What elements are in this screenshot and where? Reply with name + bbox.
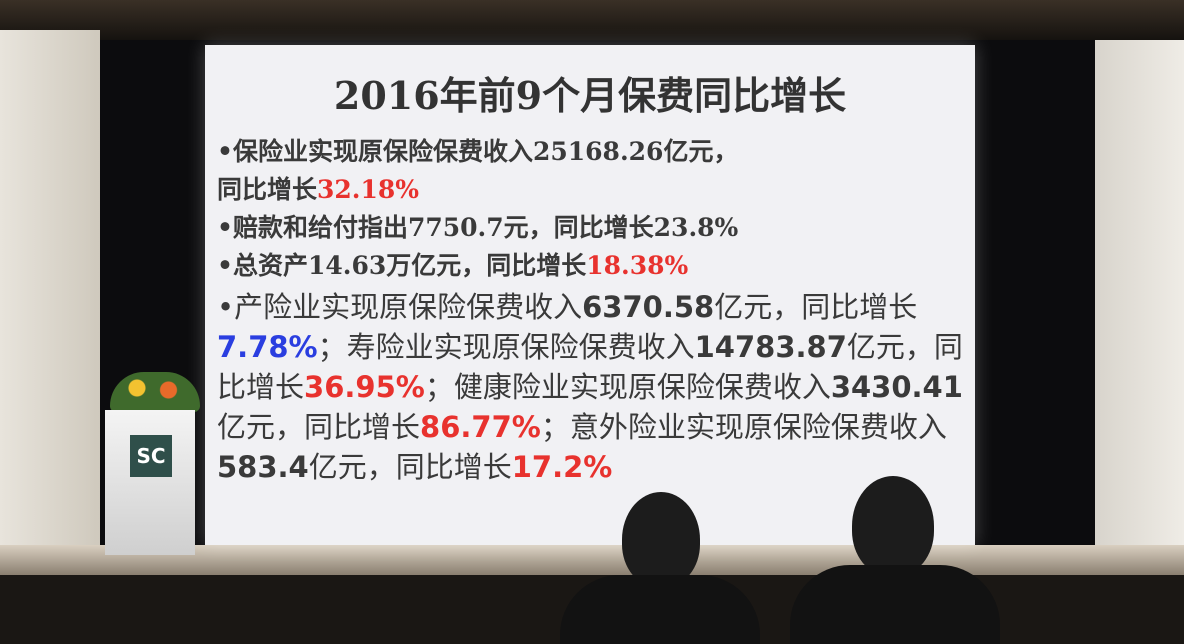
text-segment: 亿元，同比增长	[217, 410, 421, 444]
text-segment: •产险业实现原保险保费收入	[217, 290, 583, 324]
text-segment: 14783.87	[694, 330, 847, 364]
text-segment: ；意外险业实现原保险保费收入	[540, 410, 947, 444]
bullet: •产险业实现原保险保费收入6370.58亿元，同比增长7.78%；寿险业实现原保…	[217, 287, 969, 487]
audience-head	[622, 492, 700, 587]
text-segment: 同比增长	[217, 175, 318, 204]
audience-head	[852, 476, 934, 576]
slide-body: •保险业实现原保险保费收入25168.26亿元， 同比增长32.18% •赔款和给付…	[217, 133, 969, 487]
text-segment: 3430.41	[830, 370, 963, 404]
text-segment: •总资产14.63万亿元，同比增长	[217, 251, 587, 280]
text-segment: •赔款和给付指出7750.7元，同比增长23.8%	[217, 213, 739, 242]
text-segment: 17.2%	[511, 450, 613, 484]
podium: SC	[105, 410, 195, 555]
text-segment: 7.78%	[217, 330, 318, 364]
projection-screen: 2016年前9个月保费同比增长 •保险业实现原保险保费收入25168.26亿元，…	[205, 45, 975, 545]
bullet: •保险业实现原保险保费收入25168.26亿元， 同比增长32.18%	[217, 133, 969, 209]
text-segment: 18.38%	[586, 251, 689, 280]
podium-logo: SC	[130, 435, 172, 477]
text-segment: 6370.58	[582, 290, 715, 324]
text-segment: 583.4	[217, 450, 309, 484]
text-segment: 32.18%	[317, 175, 420, 204]
text-segment: 亿元，同比增长	[217, 330, 963, 404]
banner-left	[0, 30, 100, 550]
flowers	[110, 372, 200, 412]
text-segment: 86.77%	[420, 410, 541, 444]
slide-title: 2016年前9个月保费同比增长	[333, 73, 847, 118]
ceiling	[0, 0, 1184, 40]
bullet: •总资产14.63万亿元，同比增长18.38%	[217, 247, 969, 285]
stage	[0, 545, 1184, 575]
bullet: •赔款和给付指出7750.7元，同比增长23.8%	[217, 209, 969, 247]
text-segment: 36.95%	[304, 370, 425, 404]
text-segment: ；寿险业实现原保险保费收入	[317, 330, 695, 364]
text-segment: ；健康险业实现原保险保费收入	[424, 370, 831, 404]
text-segment: •保险业实现原保险保费收入25168.26亿元，	[217, 137, 739, 166]
text-segment: 亿元，同比增长	[308, 450, 512, 484]
text-segment: 亿元，同比增长	[714, 290, 918, 324]
audience-body	[560, 575, 760, 644]
audience-body	[790, 565, 1000, 644]
banner-right	[1095, 40, 1184, 550]
